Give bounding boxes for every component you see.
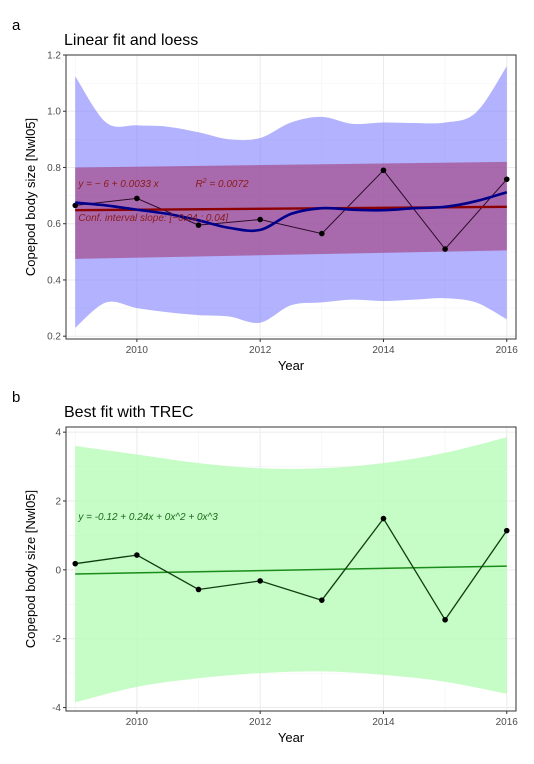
y-tick-label: -4 (52, 703, 61, 714)
observed-point (134, 552, 140, 558)
panel-a-plot: y = − 6 + 0.0033 x R2 = 0.0072 Conf. inter… (23, 51, 518, 374)
observed-point (503, 527, 510, 534)
x-tick-label: 2010 (126, 345, 149, 356)
observed-point (72, 560, 79, 567)
plot-layers (72, 66, 510, 328)
x-tick-label: 2014 (372, 717, 395, 728)
x-tick-label: 2012 (249, 345, 272, 356)
x-tick-label: 2014 (372, 345, 395, 356)
panel-b-plot: y = -0.12 + 0.24x + 0x^2 + 0x^3 2010 2012 2… (23, 426, 519, 745)
y-axis-title: Copepod body size [Nwl05] (23, 118, 38, 276)
plot-border (65, 426, 517, 712)
y-tick-label: 0.2 (47, 332, 61, 343)
y-tick-label: 1.2 (47, 51, 61, 62)
y-tick-label: -2 (52, 634, 61, 645)
observed-point (195, 222, 202, 228)
y-tick-label: 0 (55, 565, 61, 576)
panel-b-letter: b (12, 389, 20, 406)
observed-series-line (75, 169, 508, 250)
plot-layers (72, 437, 510, 703)
observed-point (195, 586, 202, 593)
panel-a-title: Linear fit and loess (64, 32, 198, 49)
observed-point (503, 176, 510, 183)
y-axis-title: Copepod body size [Nwl05] (23, 490, 38, 648)
y-tick-label: 0.8 (47, 163, 61, 174)
linear-ci-band (75, 161, 507, 259)
y-tick-label: 4 (55, 428, 61, 439)
y-tick-label: 1.0 (47, 107, 61, 118)
observed-point (380, 167, 387, 174)
x-tick-label: 2016 (496, 717, 519, 728)
observed-point (257, 578, 263, 584)
loess-fit-line (75, 190, 508, 233)
equation-annotation: y = − 6 + 0.0033 x (77, 179, 159, 190)
x-axis-title: Year (278, 730, 305, 745)
observed-point (442, 616, 448, 623)
panel-a-letter: a (12, 17, 21, 34)
observed-point (380, 515, 387, 522)
observed-point (442, 246, 448, 252)
y-tick-label: 0.4 (47, 275, 61, 286)
x-tick-label: 2012 (249, 717, 272, 728)
x-axis-title: Year (278, 358, 305, 373)
x-tick-label: 2010 (126, 717, 149, 728)
observed-point (257, 216, 263, 223)
trec-fit-line (75, 565, 507, 575)
equation-annotation: Conf. interval slope: [−0.04 ; 0.04] (78, 213, 228, 224)
observed-point (134, 195, 140, 202)
equation-annotation: y = -0.12 + 0.24x + 0x^2 + 0x^3 (77, 512, 218, 523)
observed-point (319, 597, 325, 603)
plot-border (65, 54, 517, 340)
observed-point (319, 230, 325, 237)
x-tick-label: 2016 (496, 345, 519, 356)
equation-annotation: R2 = 0.0072 (195, 178, 249, 190)
y-tick-label: 0.6 (47, 219, 61, 230)
observed-series-line (75, 517, 508, 621)
y-tick-label: 2 (55, 497, 61, 508)
panel-b-title: Best fit with TREC (64, 404, 194, 421)
